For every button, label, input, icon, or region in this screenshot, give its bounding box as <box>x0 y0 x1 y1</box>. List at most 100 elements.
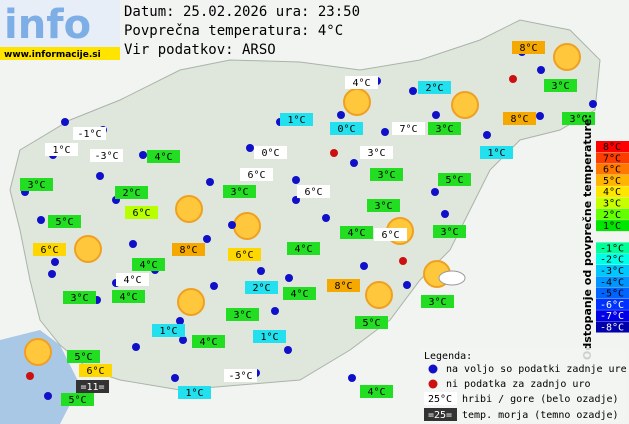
station-dot <box>257 267 265 275</box>
station-dot <box>350 159 358 167</box>
sea <box>0 330 80 424</box>
scale-swatch <box>596 265 629 276</box>
station-box <box>48 215 81 228</box>
legend: Legenda: na voljo so podatki zadnje ure … <box>420 348 627 422</box>
station-box <box>544 79 577 92</box>
station-box <box>330 122 363 135</box>
stations: 8°C 4°C 2°C 3°C 1°C 8°C 3°C -1°C 0°C 7°C 3°C 1°C -3°… <box>20 41 595 406</box>
station-dot <box>210 282 218 290</box>
station-box <box>433 225 466 238</box>
station-temperature: 5°C <box>74 352 92 363</box>
station-temperature: 1°C <box>185 388 203 399</box>
station-box <box>20 178 53 191</box>
station-box <box>254 146 287 159</box>
scale-label: -5°C <box>600 289 624 300</box>
station-box <box>115 186 148 199</box>
station-temperature: 4°C <box>123 275 141 286</box>
station-dot <box>360 262 368 270</box>
scale-swatch <box>596 141 629 152</box>
station-temperature: 5°C <box>68 395 86 406</box>
station-dot <box>589 100 597 108</box>
scale-label: 1°C <box>603 221 621 232</box>
scale-swatch <box>596 287 629 299</box>
station-box <box>253 330 286 343</box>
scale-swatch <box>596 220 629 232</box>
station-dot <box>61 118 69 126</box>
station-dot <box>44 392 52 400</box>
station-dot <box>292 176 300 184</box>
scale-label: 7°C <box>603 153 621 164</box>
scale-swatch <box>596 242 629 254</box>
station-box <box>240 168 273 181</box>
station-dot <box>271 307 279 315</box>
station-temperature: -3°C <box>228 371 252 382</box>
station-temperature: 3°C <box>440 227 458 238</box>
station-temperature: 4°C <box>347 228 365 239</box>
station-temperature: 4°C <box>154 152 172 163</box>
station-temperature: 4°C <box>139 260 157 271</box>
station-dot <box>37 216 45 224</box>
station-temperature: 6°C <box>235 250 253 261</box>
station-box <box>172 243 205 256</box>
station-box <box>79 364 112 377</box>
station-temperature: 6°C <box>247 170 265 181</box>
station-box <box>228 248 261 261</box>
station-temperature: 8°C <box>179 245 197 256</box>
station-temperature: 8°C <box>510 114 528 125</box>
station-dot <box>206 178 214 186</box>
station-temperature: 4°C <box>119 292 137 303</box>
station-box <box>116 273 149 286</box>
station-temperature: 3°C <box>367 148 385 159</box>
station-box <box>33 243 66 256</box>
station-dot <box>348 374 356 382</box>
scale-label: 8°C <box>603 142 621 153</box>
station-dot <box>228 221 236 229</box>
scale: 8°C7°C6°C5°C4°C3°C2°C1°C -1°C-2°C-3°C-4°C… <box>596 141 629 334</box>
station-box <box>345 76 378 89</box>
station-box <box>223 185 256 198</box>
station-temperature: 3°C <box>435 124 453 135</box>
station-box <box>360 146 393 159</box>
station-box <box>152 324 185 337</box>
scale-swatch <box>596 321 629 333</box>
station-temperature: 3°C <box>428 297 446 308</box>
legend-missing: ni podatka za zadnjo uro <box>446 379 591 390</box>
station-dot <box>431 188 439 196</box>
station-temperature: 7°C <box>399 124 417 135</box>
logo-url: www.informacije.si <box>4 50 101 60</box>
station-dot <box>139 151 147 159</box>
legend-sea: temp. morja (temno ozadje) <box>462 410 619 421</box>
station-temperature: 3°C <box>233 310 251 321</box>
country-shape <box>9 19 601 391</box>
missing-dot <box>509 75 517 83</box>
sun-icon <box>74 235 102 263</box>
scale-label: -3°C <box>600 266 624 277</box>
station-dot <box>171 374 179 382</box>
station-temperature: 5°C <box>362 318 380 329</box>
station-box <box>245 281 278 294</box>
scale-swatch <box>596 186 629 198</box>
scale-swatch <box>596 152 629 164</box>
logo: info <box>4 2 91 48</box>
legend-sea-box <box>424 408 457 421</box>
station-box <box>76 380 109 393</box>
station-temperature: 0°C <box>261 148 279 159</box>
scale-label: 5°C <box>603 176 621 187</box>
station-temperature: 1°C <box>260 332 278 343</box>
station-box <box>340 226 373 239</box>
station-temperature: 2°C <box>252 283 270 294</box>
station-box <box>287 242 320 255</box>
station-box <box>392 122 425 135</box>
station-box <box>512 41 545 54</box>
station-dot <box>441 210 449 218</box>
legend-sea-sample: =25= <box>428 410 452 421</box>
missing-dot <box>26 372 34 380</box>
scale-label: -4°C <box>600 277 624 288</box>
station-box <box>61 393 94 406</box>
station-box <box>562 112 595 125</box>
scale-label: 6°C <box>603 165 621 176</box>
station-temperature: =11= <box>80 382 104 393</box>
station-temperature: 2°C <box>425 83 443 94</box>
legend-red-dot <box>428 379 438 389</box>
station-dot <box>322 214 330 222</box>
